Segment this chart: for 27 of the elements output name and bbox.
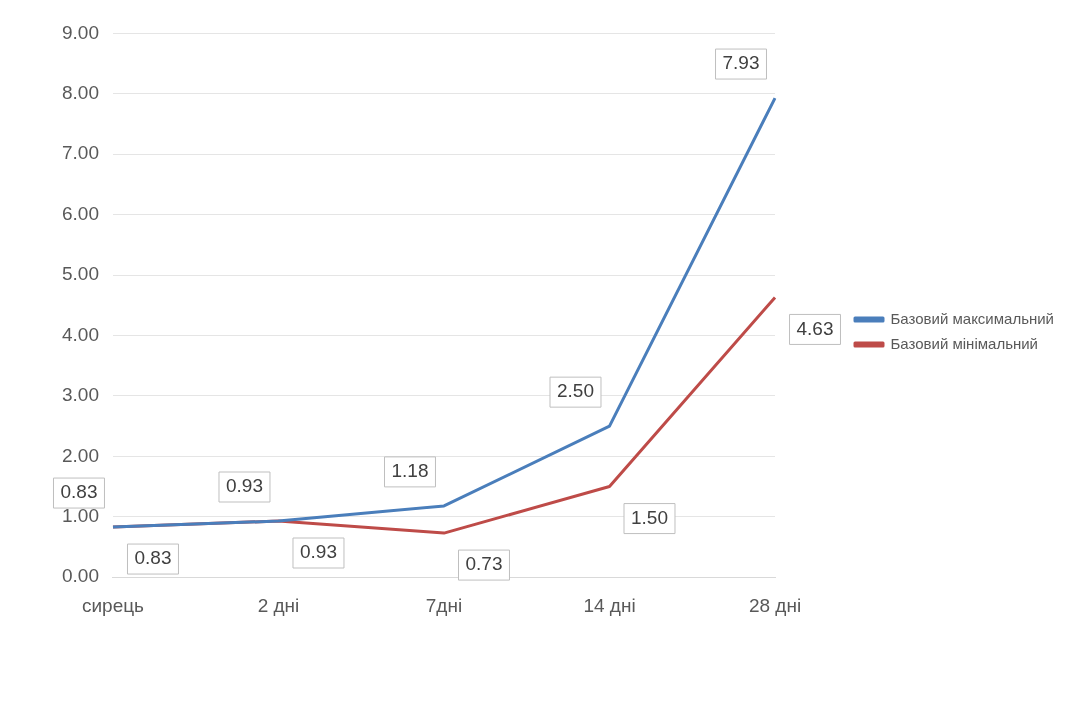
y-tick-label: 3.00 (62, 384, 99, 406)
x-tick-label: 7дні (425, 594, 463, 616)
data-label: 0.73 (465, 553, 503, 575)
data-label: 0.83 (60, 481, 98, 503)
y-tick-label: 2.00 (62, 444, 99, 466)
data-label: 0.93 (299, 541, 337, 563)
y-tick-label: 9.00 (62, 21, 99, 43)
data-label: 4.63 (796, 317, 834, 339)
y-tick-label: 1.00 (62, 505, 99, 527)
y-tick-label: 6.00 (62, 202, 99, 224)
data-label: 7.93 (722, 52, 760, 74)
y-tick-label: 4.00 (62, 323, 99, 345)
data-label: 0.93 (225, 475, 263, 497)
data-label: 1.18 (391, 460, 429, 482)
x-tick-label: 2 дні (257, 594, 300, 616)
y-tick-label: 0.00 (62, 565, 99, 587)
data-label: 1.50 (631, 506, 668, 528)
x-tick-label: сирець (81, 594, 145, 616)
data-label: 0.83 (134, 547, 172, 569)
y-tick-label: 7.00 (62, 142, 99, 164)
legend-label: Базовий максимальний (890, 309, 1055, 327)
data-label: 2.50 (557, 380, 594, 402)
x-tick-label: 14 дні (583, 594, 636, 616)
legend-label: Базовий мінімальний (890, 334, 1039, 352)
y-tick-label: 8.00 (62, 82, 99, 104)
x-tick-label: 28 дні (748, 594, 802, 616)
y-tick-label: 5.00 (62, 263, 99, 285)
